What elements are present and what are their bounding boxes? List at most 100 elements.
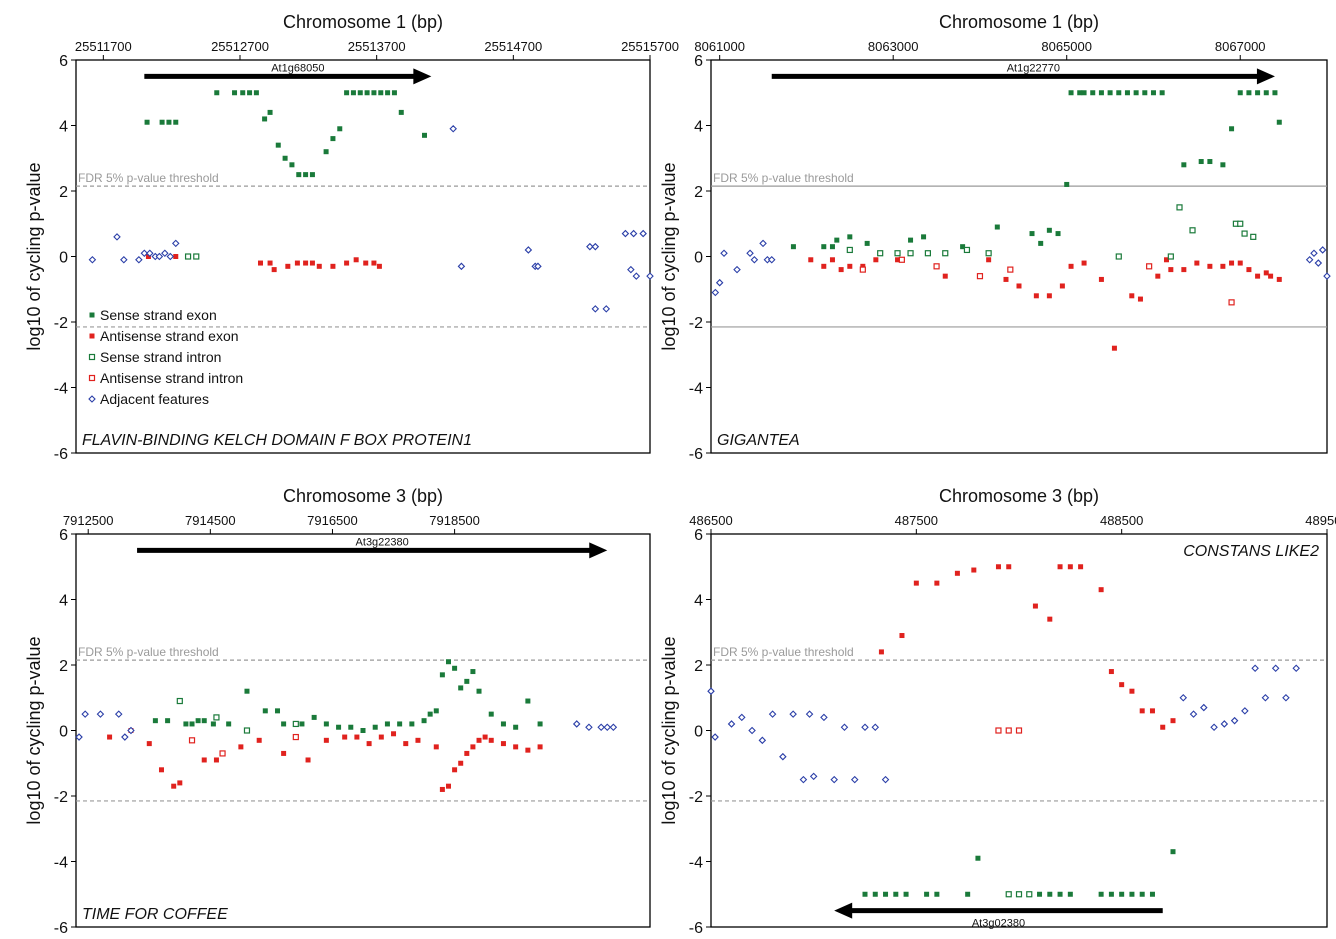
data-point-adjacent — [597, 723, 605, 732]
data-point-antisense_exon — [878, 649, 884, 655]
data-point-sense_exon — [893, 891, 899, 897]
data-point-antisense_exon — [285, 263, 291, 269]
data-point-adjacent — [75, 733, 83, 741]
data-point-antisense_exon — [1160, 724, 1166, 730]
data-point-adjacent — [602, 305, 611, 313]
data-point-sense_exon — [323, 721, 329, 727]
data-point-adjacent — [881, 775, 890, 784]
data-point-antisense_intron — [976, 273, 984, 280]
data-point-sense_exon — [397, 721, 403, 727]
data-point-sense_intron — [292, 720, 299, 728]
y-tick-label: 4 — [59, 593, 68, 610]
data-point-antisense_intron — [88, 374, 96, 382]
data-point-sense_exon — [350, 90, 356, 96]
x-tick-label: 7914500 — [185, 513, 236, 528]
data-point-adjacent — [113, 233, 121, 241]
data-point-antisense_exon — [1263, 270, 1269, 276]
data-point-sense_exon — [1150, 90, 1156, 96]
y-tick-label: 4 — [694, 119, 703, 136]
data-point-antisense_exon — [145, 254, 151, 259]
data-point-antisense_exon — [1181, 267, 1187, 273]
data-point-adjacent — [1310, 249, 1318, 258]
data-point-sense_exon — [500, 721, 506, 727]
x-tick-label: 8063000 — [868, 39, 919, 54]
data-point-sense_exon — [829, 244, 835, 250]
x-tick-label: 8067000 — [1215, 39, 1266, 54]
data-point-sense_intron — [907, 250, 914, 257]
data-point-antisense_exon — [1059, 283, 1065, 289]
data-point-adjacent — [621, 229, 630, 238]
data-point-antisense_exon — [445, 783, 451, 789]
locus-arrow-head — [1256, 68, 1275, 85]
data-point-adjacent — [799, 775, 808, 784]
y-tick-label: 6 — [694, 527, 703, 544]
data-point-sense_intron — [1189, 227, 1196, 234]
data-point-sense_exon — [152, 718, 158, 724]
data-point-antisense_exon — [913, 580, 919, 586]
data-point-adjacent — [789, 710, 797, 718]
x-tick-label: 489500 — [1305, 513, 1336, 528]
data-point-adjacent — [586, 242, 594, 251]
data-point-sense_exon — [348, 724, 354, 730]
data-point-sense_exon — [1055, 231, 1061, 237]
data-point-sense_exon — [144, 119, 150, 125]
data-point-antisense_exon — [458, 760, 464, 766]
data-point-adjacent — [140, 249, 149, 258]
data-point-sense_exon — [281, 721, 287, 727]
data-point-sense_exon — [847, 234, 853, 240]
data-point-adjacent — [534, 262, 542, 271]
data-point-sense_exon — [247, 90, 253, 96]
data-point-sense_exon — [821, 244, 827, 250]
data-point-adjacent — [750, 255, 759, 264]
y-tick-label: -6 — [689, 920, 703, 937]
x-axis-title: Chromosome 3 (bp) — [283, 486, 443, 506]
data-point-sense_intron — [1176, 204, 1183, 211]
data-point-sense_exon — [439, 672, 445, 678]
y-tick-label: -2 — [54, 789, 68, 806]
data-point-sense_exon — [1198, 159, 1204, 165]
data-point-antisense_exon — [873, 257, 879, 263]
data-point-sense_exon — [934, 891, 940, 897]
data-point-adjacent — [707, 687, 715, 695]
data-point-antisense_exon — [158, 767, 164, 773]
data-point-antisense_exon — [342, 734, 348, 740]
panel-bottom-right: Chromosome 3 (bp) 486500 487500 488500 48950… — [659, 486, 1336, 937]
data-point-adjacent — [715, 278, 724, 287]
data-point-sense_exon — [1090, 90, 1096, 96]
data-point-antisense_exon — [934, 580, 940, 586]
data-point-antisense_exon — [1081, 260, 1087, 266]
data-point-antisense_exon — [371, 260, 377, 266]
data-point-sense_exon — [445, 659, 451, 665]
data-point-adjacent — [1323, 272, 1331, 280]
data-point-adjacent — [1189, 710, 1198, 718]
y-tick-label: -4 — [689, 855, 703, 872]
data-point-antisense_exon — [89, 333, 95, 339]
data-point-sense_exon — [908, 237, 914, 243]
data-point-sense_exon — [166, 119, 172, 125]
data-point-antisense_exon — [391, 731, 397, 737]
data-point-antisense_exon — [1119, 682, 1125, 688]
locus-arrow-head — [413, 68, 432, 85]
data-point-antisense_exon — [330, 263, 336, 269]
x-tick-label: 7916500 — [307, 513, 358, 528]
data-point-antisense_exon — [899, 633, 905, 639]
data-point-adjacent — [585, 723, 593, 732]
data-point-sense_exon — [1159, 90, 1165, 96]
data-point-antisense_exon — [378, 734, 384, 740]
data-point-adjacent — [161, 249, 169, 258]
data-point-adjacent — [840, 723, 849, 732]
data-point-sense_exon — [1124, 90, 1130, 96]
y-tick-label: 2 — [694, 658, 703, 675]
data-point-sense_exon — [299, 721, 305, 727]
data-point-sense_exon — [476, 688, 482, 694]
data-point-antisense_exon — [439, 786, 445, 792]
data-point-antisense_exon — [316, 263, 322, 269]
data-point-adjacent — [646, 272, 654, 280]
data-point-sense_exon — [433, 708, 439, 714]
data-point-antisense_exon — [294, 260, 300, 266]
locus-label: At3g02380 — [972, 918, 1025, 930]
data-point-antisense_exon — [821, 263, 827, 269]
data-point-adjacent — [809, 772, 818, 781]
data-point-antisense_exon — [470, 744, 476, 750]
data-point-antisense_exon — [971, 567, 977, 573]
